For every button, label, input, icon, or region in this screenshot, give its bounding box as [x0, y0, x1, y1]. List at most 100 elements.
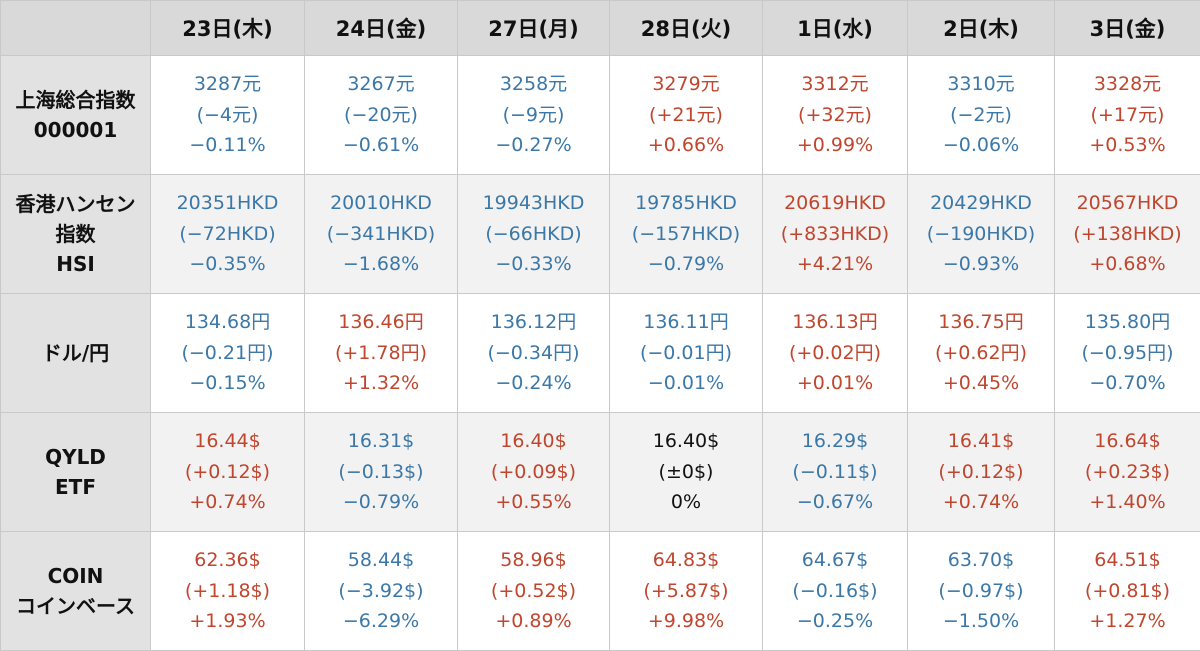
change-value: (+833HKD) [763, 219, 907, 250]
table-row: COIN コインベース 62.36$(+1.18$)+1.93% 58.44$(… [1, 532, 1200, 651]
change-value: (−157HKD) [610, 219, 762, 250]
value-cell: 16.40$(±0$)0% [610, 413, 763, 532]
row-label-line: 指数 [1, 219, 150, 249]
change-value: (+0.62円) [908, 338, 1054, 369]
percent-value: −0.79% [305, 487, 457, 518]
row-label-shanghai: 上海総合指数 000001 [1, 56, 151, 175]
change-value: (+5.87$) [610, 576, 762, 607]
price-value: 16.44$ [151, 426, 304, 457]
date-header: 2日(木) [908, 1, 1055, 56]
table-row: ドル/円 134.68円(−0.21円)−0.15% 136.46円(+1.78… [1, 294, 1200, 413]
price-value: 16.31$ [305, 426, 457, 457]
price-value: 20010HKD [305, 188, 457, 219]
value-cell: 134.68円(−0.21円)−0.15% [151, 294, 305, 413]
price-value: 19943HKD [458, 188, 609, 219]
price-value: 20619HKD [763, 188, 907, 219]
value-cell: 58.44$(−3.92$)−6.29% [305, 532, 458, 651]
change-value: (−341HKD) [305, 219, 457, 250]
row-label-line: コインベース [1, 591, 150, 621]
row-label-line: ドル/円 [1, 338, 150, 368]
percent-value: +1.40% [1055, 487, 1200, 518]
price-value: 20351HKD [151, 188, 304, 219]
price-value: 19785HKD [610, 188, 762, 219]
value-cell: 64.67$(−0.16$)−0.25% [763, 532, 908, 651]
price-value: 16.64$ [1055, 426, 1200, 457]
corner-cell [1, 1, 151, 56]
date-header: 27日(月) [458, 1, 610, 56]
row-label-line: HSI [1, 249, 150, 279]
price-value: 16.41$ [908, 426, 1054, 457]
percent-value: +0.01% [763, 368, 907, 399]
value-cell: 16.31$(−0.13$)−0.79% [305, 413, 458, 532]
percent-value: −1.50% [908, 606, 1054, 637]
row-label-usd-jpy: ドル/円 [1, 294, 151, 413]
value-cell: 64.83$(+5.87$)+9.98% [610, 532, 763, 651]
price-value: 16.40$ [610, 426, 762, 457]
value-cell: 3328元(+17元)+0.53% [1055, 56, 1200, 175]
price-value: 3258元 [458, 69, 609, 100]
change-value: (+1.78円) [305, 338, 457, 369]
value-cell: 19785HKD(−157HKD)−0.79% [610, 175, 763, 294]
price-value: 64.67$ [763, 545, 907, 576]
value-cell: 20619HKD(+833HKD)+4.21% [763, 175, 908, 294]
change-value: (+0.52$) [458, 576, 609, 607]
price-value: 136.13円 [763, 307, 907, 338]
percent-value: −0.06% [908, 130, 1054, 161]
percent-value: −0.25% [763, 606, 907, 637]
date-header: 28日(火) [610, 1, 763, 56]
value-cell: 16.64$(+0.23$)+1.40% [1055, 413, 1200, 532]
change-value: (−0.97$) [908, 576, 1054, 607]
price-value: 16.29$ [763, 426, 907, 457]
change-value: (−3.92$) [305, 576, 457, 607]
change-value: (+0.12$) [151, 457, 304, 488]
price-value: 58.96$ [458, 545, 609, 576]
percent-value: +1.27% [1055, 606, 1200, 637]
date-header: 24日(金) [305, 1, 458, 56]
table-row: QYLD ETF 16.44$(+0.12$)+0.74% 16.31$(−0.… [1, 413, 1200, 532]
value-cell: 16.40$(+0.09$)+0.55% [458, 413, 610, 532]
row-label-line: COIN [1, 561, 150, 591]
change-value: (+17元) [1055, 100, 1200, 131]
percent-value: −0.67% [763, 487, 907, 518]
row-label-line: 000001 [1, 115, 150, 145]
value-cell: 136.75円(+0.62円)+0.45% [908, 294, 1055, 413]
value-cell: 20351HKD(−72HKD)−0.35% [151, 175, 305, 294]
price-value: 136.46円 [305, 307, 457, 338]
percent-value: +1.32% [305, 368, 457, 399]
price-value: 3312元 [763, 69, 907, 100]
change-value: (+0.09$) [458, 457, 609, 488]
change-value: (−0.11$) [763, 457, 907, 488]
percent-value: +0.74% [908, 487, 1054, 518]
date-header: 3日(金) [1055, 1, 1200, 56]
change-value: (±0$) [610, 457, 762, 488]
date-header: 1日(水) [763, 1, 908, 56]
change-value: (+0.02円) [763, 338, 907, 369]
percent-value: 0% [610, 487, 762, 518]
row-label-qyld: QYLD ETF [1, 413, 151, 532]
value-cell: 58.96$(+0.52$)+0.89% [458, 532, 610, 651]
percent-value: +0.45% [908, 368, 1054, 399]
change-value: (−4元) [151, 100, 304, 131]
value-cell: 64.51$(+0.81$)+1.27% [1055, 532, 1200, 651]
change-value: (−0.16$) [763, 576, 907, 607]
percent-value: +4.21% [763, 249, 907, 280]
row-label-line: QYLD [1, 442, 150, 472]
row-label-hang-seng: 香港ハンセン 指数 HSI [1, 175, 151, 294]
price-value: 135.80円 [1055, 307, 1200, 338]
percent-value: +0.55% [458, 487, 609, 518]
percent-value: −0.27% [458, 130, 609, 161]
price-value: 136.12円 [458, 307, 609, 338]
percent-value: −0.33% [458, 249, 609, 280]
change-value: (−66HKD) [458, 219, 609, 250]
percent-value: −0.79% [610, 249, 762, 280]
change-value: (+0.23$) [1055, 457, 1200, 488]
change-value: (+138HKD) [1055, 219, 1200, 250]
value-cell: 20567HKD(+138HKD)+0.68% [1055, 175, 1200, 294]
change-value: (−190HKD) [908, 219, 1054, 250]
value-cell: 16.41$(+0.12$)+0.74% [908, 413, 1055, 532]
price-value: 136.11円 [610, 307, 762, 338]
price-value: 63.70$ [908, 545, 1054, 576]
value-cell: 62.36$(+1.18$)+1.93% [151, 532, 305, 651]
value-cell: 20010HKD(−341HKD)−1.68% [305, 175, 458, 294]
